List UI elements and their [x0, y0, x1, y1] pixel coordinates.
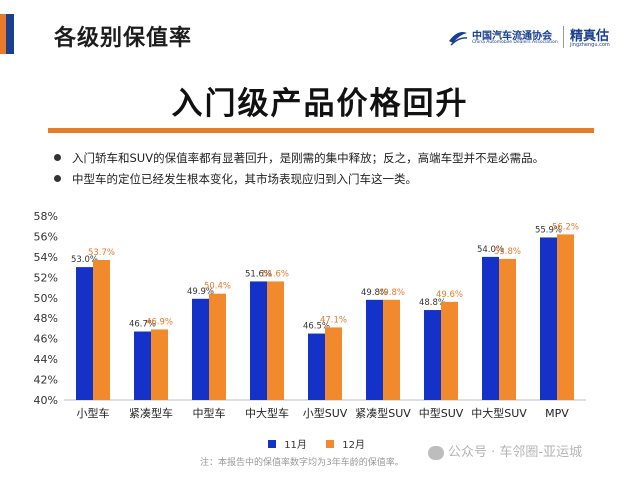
category-label: 中型SUV [419, 406, 464, 420]
data-label-dec: 49.6% [436, 290, 463, 300]
association-english-name: China Automobile Dealers Association [472, 40, 558, 45]
y-tick-label: 58% [34, 210, 58, 223]
bullet-text: 入门轿车和SUV的保值率都有显著回升，是刚需的集中释放；反之，高端车型并不是必需… [72, 151, 545, 165]
legend-swatch-nov [268, 439, 276, 448]
watermark: 公众号 · 车邻圈-亚运城 [428, 441, 582, 460]
bar-dec [325, 327, 342, 400]
bar-dec [267, 281, 284, 400]
footnote: 注：本报告中的保值率数字均为3年车龄的保值率。 [200, 458, 404, 468]
watermark-text: 公众号 · 车邻圈-亚运城 [448, 445, 583, 460]
category-label: 中大型SUV [471, 406, 527, 420]
y-tick-label: 52% [34, 271, 58, 284]
logo-divider [563, 26, 564, 48]
jingzhengu-domain: jingzhengu.com [570, 42, 610, 48]
y-tick-label: 46% [34, 333, 58, 346]
bar-dec [383, 299, 400, 400]
category-label: 紧凑型车 [129, 406, 173, 420]
y-tick-label: 40% [34, 394, 58, 407]
wechat-icon [428, 445, 444, 460]
y-tick-label: 44% [34, 353, 58, 366]
legend-item-nov: 11月 [268, 436, 307, 451]
jingzhengu-logo: 精真估 [570, 29, 610, 44]
data-label-dec: 53.7% [88, 248, 115, 258]
bullet-dot-icon [54, 175, 61, 182]
bar-nov [540, 237, 557, 400]
category-label: 紧凑型SUV [355, 406, 411, 420]
y-tick-label: 42% [34, 374, 58, 387]
association-emblem-icon [449, 32, 468, 46]
category-label: 小型车 [77, 406, 110, 420]
bar-nov [482, 256, 499, 400]
data-label-dec: 49.8% [378, 288, 405, 298]
data-label-dec: 51.6% [262, 269, 289, 279]
legend-swatch-dec [326, 439, 335, 448]
y-tick-label: 54% [34, 251, 58, 264]
data-label-dec: 53.8% [494, 247, 521, 257]
bar-nov [250, 281, 267, 400]
headline-underline [48, 128, 594, 133]
data-label-nov: 46.7% [129, 320, 156, 330]
y-tick-label: 50% [34, 292, 58, 305]
data-label-nov: 46.5% [303, 322, 330, 332]
bullet-list: 入门轿车和SUV的保值率都有显著回升，是刚需的集中释放；反之，高端车型并不是必需… [52, 150, 632, 192]
bullet-text: 中型车的定位已经发生根本变化，其市场表现应归到入门车这一类。 [72, 172, 417, 186]
bar-dec [557, 234, 574, 400]
data-label-dec: 56.2% [552, 222, 579, 232]
data-label-nov: 48.8% [419, 298, 446, 308]
data-label-nov: 51.6% [245, 269, 272, 279]
y-tick-label: 56% [34, 230, 58, 243]
bar-nov [192, 298, 209, 400]
data-label-nov: 49.9% [187, 287, 214, 297]
association-name: 中国汽车流通协会 [472, 31, 552, 42]
data-label-nov: 53.0% [71, 255, 98, 265]
bar-nov [134, 331, 151, 400]
legend-label-dec: 12月 [342, 440, 366, 451]
bar-dec [209, 293, 226, 400]
bar-dec [93, 259, 110, 400]
chart-legend: 11月 12月 [268, 436, 381, 451]
category-label: 中大型车 [245, 406, 289, 420]
bar-nov [76, 267, 93, 400]
data-label-dec: 50.4% [204, 282, 231, 292]
headline: 入门级产品价格回升 [171, 86, 469, 122]
data-label-nov: 55.9% [535, 225, 562, 235]
data-label-nov: 54.0% [477, 245, 504, 255]
category-label: MPV [545, 407, 569, 420]
bullet-item: 中型车的定位已经发生根本变化，其市场表现应归到入门车这一类。 [52, 171, 632, 187]
retention-rate-bar-chart: 40% 42% 44% 46% 48% 50% 52% 54% 56% 58% 53.0%53.7%… [34, 210, 586, 420]
legend-item-dec: 12月 [326, 436, 365, 451]
bar-dec [441, 301, 458, 400]
bar-nov [366, 299, 383, 400]
data-label-nov: 49.8% [361, 288, 388, 298]
section-title: 各级别保值率 [54, 26, 193, 51]
category-label: 中型车 [193, 406, 226, 420]
logo-area: 中国汽车流通协会 China Automobile Dealers Associ… [447, 25, 637, 51]
bullet-dot-icon [54, 154, 61, 161]
category-label: 小型SUV [303, 406, 348, 420]
title-tab-decoration [0, 14, 14, 54]
legend-label-nov: 11月 [284, 440, 307, 451]
bar-nov [308, 333, 325, 400]
bullet-item: 入门轿车和SUV的保值率都有显著回升，是刚需的集中释放；反之，高端车型并不是必需… [52, 150, 632, 166]
data-label-dec: 46.9% [146, 317, 173, 327]
bar-dec [499, 258, 516, 400]
bar-nov [424, 310, 441, 400]
bar-dec [151, 329, 168, 400]
data-label-dec: 47.1% [320, 315, 347, 325]
y-tick-label: 48% [34, 312, 58, 325]
